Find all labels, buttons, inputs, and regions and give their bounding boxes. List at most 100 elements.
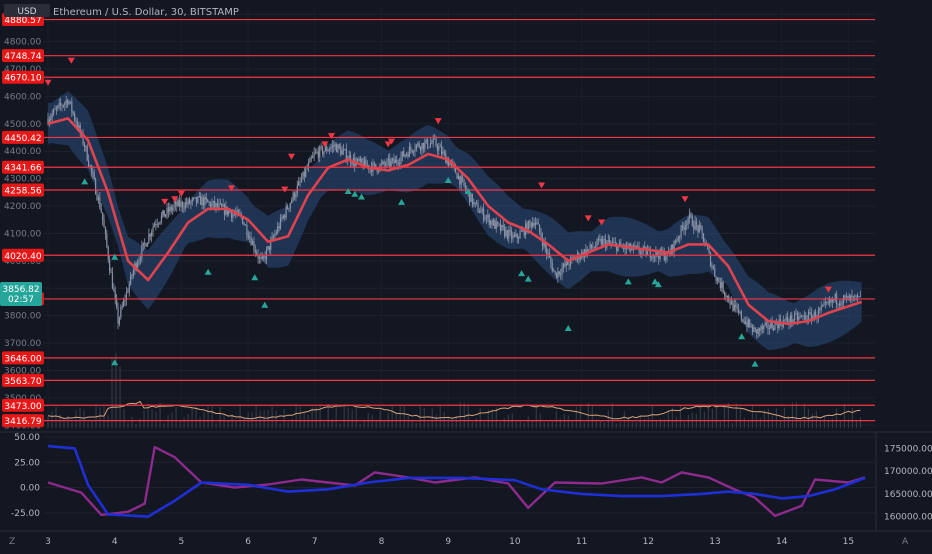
- candle-body: [131, 274, 133, 276]
- candle-body: [401, 151, 403, 157]
- candle-body: [798, 316, 800, 321]
- candle-body: [246, 224, 248, 236]
- candle-body: [309, 158, 311, 163]
- candle-body: [194, 197, 196, 199]
- candle-body: [107, 246, 109, 260]
- candle-body: [686, 224, 688, 226]
- timezone-icon[interactable]: Z: [9, 537, 15, 547]
- candle-body: [186, 202, 188, 205]
- candle-body: [611, 242, 614, 244]
- candle-body: [205, 196, 207, 200]
- candle-body: [628, 243, 630, 247]
- buy-signal-marker: [398, 198, 406, 205]
- time-axis[interactable]: 3 4 5 6 7 8 9 10 11 12 13 14 15: [45, 537, 854, 547]
- candle-body: [348, 155, 350, 159]
- candle-body: [180, 202, 182, 207]
- candle-body: [442, 151, 444, 154]
- candle-body: [282, 215, 284, 219]
- candle-body: [679, 236, 681, 238]
- buy-signal-marker: [518, 270, 526, 277]
- candle-body: [396, 159, 398, 163]
- candle-body: [268, 246, 270, 250]
- candle-body: [398, 163, 401, 165]
- candle-body: [600, 239, 602, 245]
- candle-body: [54, 109, 56, 111]
- candle-body: [850, 295, 852, 301]
- sell-signal-marker: [287, 153, 295, 160]
- candle-body: [302, 171, 304, 180]
- candle-body: [386, 160, 388, 166]
- candle-body: [62, 105, 65, 107]
- level-labels-layer: 4880.57 4748.74 4670.10 4450.42 4341.66 4258.…: [2, 13, 44, 428]
- candle-body: [544, 241, 546, 248]
- candle-body: [844, 295, 846, 298]
- candle-body: [603, 239, 605, 240]
- candle-body: [505, 230, 507, 237]
- candle-body: [249, 237, 251, 239]
- candle-body: [676, 241, 678, 243]
- candle-body: [669, 253, 671, 255]
- price-tick-label: 4600.00: [4, 92, 41, 102]
- candle-body: [589, 244, 591, 249]
- candle-body: [327, 150, 329, 152]
- candle-body: [99, 197, 101, 209]
- candle-body: [476, 202, 478, 204]
- candle-body: [857, 295, 859, 297]
- candle-body: [125, 292, 128, 301]
- candle-body: [207, 199, 209, 203]
- candle-body: [156, 224, 158, 226]
- candle-body: [588, 248, 590, 250]
- candle-body: [251, 241, 254, 245]
- candle-body: [127, 292, 129, 293]
- candle-body: [534, 222, 537, 226]
- candle-body: [305, 169, 307, 177]
- candle-body: [110, 270, 112, 273]
- moving-average-line: [47, 117, 863, 326]
- candle-body: [721, 281, 723, 288]
- candle-body: [529, 220, 531, 224]
- candle-body: [331, 145, 333, 148]
- candle-body: [132, 270, 135, 276]
- candle-body: [656, 250, 658, 256]
- candle-body: [800, 315, 803, 317]
- candle-body: [609, 240, 611, 243]
- candle-body: [495, 221, 497, 229]
- candle-body: [359, 158, 361, 162]
- candle-body: [641, 250, 643, 254]
- currency-chip[interactable]: [4, 4, 50, 17]
- candle-body: [75, 119, 77, 124]
- candle-body: [557, 271, 559, 278]
- candle-body: [555, 272, 558, 278]
- candle-body: [828, 299, 831, 304]
- candle-body: [97, 197, 100, 200]
- candle-body: [470, 193, 472, 202]
- candle-body: [473, 202, 475, 205]
- level-label-box: [2, 414, 44, 428]
- candle-body: [149, 234, 151, 237]
- candle-body: [93, 173, 95, 179]
- level-label-box: [2, 351, 44, 365]
- level-label-text: 3473.00: [4, 402, 41, 412]
- candle-body: [412, 151, 415, 153]
- candle-body: [820, 306, 822, 310]
- candle-body: [446, 159, 448, 164]
- candle-body: [324, 146, 326, 151]
- candle-body: [384, 164, 387, 166]
- candle-body: [142, 242, 144, 247]
- oscillator-right-scale[interactable]: 175000.00 170000.00 165000.00 160000.00: [875, 432, 932, 531]
- candle-body: [593, 247, 595, 249]
- auto-scale-icon[interactable]: A: [902, 537, 909, 547]
- candle-body: [719, 282, 721, 288]
- candle-body: [165, 214, 167, 217]
- candle-body: [96, 194, 98, 200]
- candle-body: [405, 153, 408, 155]
- candle-body: [772, 328, 775, 330]
- candle-body: [827, 302, 829, 304]
- level-label-box: [2, 183, 44, 197]
- candle-body: [139, 258, 142, 260]
- candle-body: [838, 303, 840, 305]
- level-lines-layer: [44, 18, 875, 422]
- oscillator-left-scale[interactable]: 50.00 25.00 0.00 -25.00: [11, 433, 40, 519]
- candle-body: [457, 175, 460, 179]
